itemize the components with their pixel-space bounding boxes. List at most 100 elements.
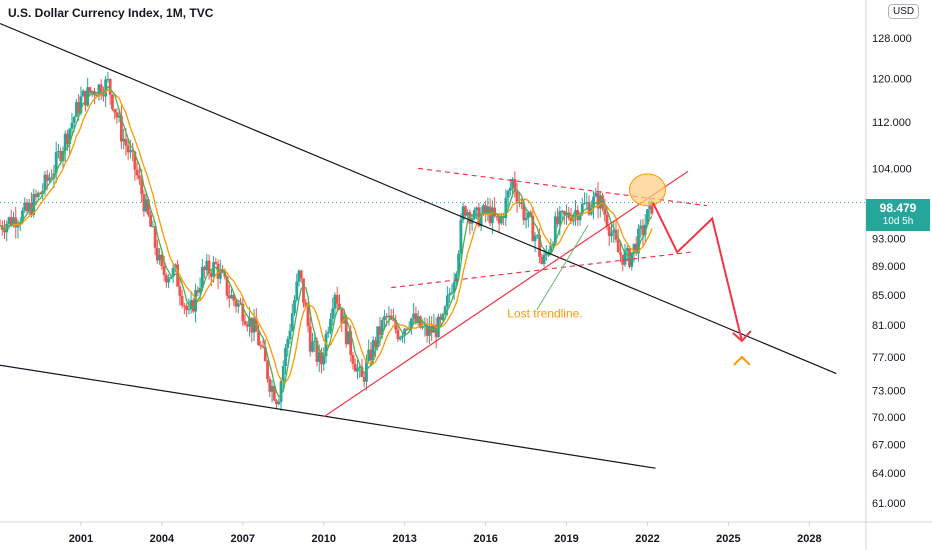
candle-body — [333, 294, 337, 309]
candle-body — [347, 331, 350, 345]
candle-body — [349, 331, 353, 355]
candle-body — [9, 217, 13, 226]
candle-body — [214, 261, 218, 264]
candle-body — [362, 376, 366, 382]
candle-body — [531, 215, 535, 242]
annotation-text: Lost trendline. — [507, 307, 582, 321]
candle-body — [637, 228, 640, 254]
candle-body — [120, 115, 123, 142]
y-tick-label: 85.000 — [872, 290, 906, 302]
price-badge-countdown: 10d 5h — [882, 216, 914, 227]
candle-body — [50, 177, 54, 179]
x-tick-label: 2004 — [150, 533, 175, 545]
candle-body — [104, 79, 108, 97]
candle-body — [115, 112, 119, 118]
candle-body — [36, 192, 40, 198]
candle-body — [443, 306, 447, 315]
candle-body — [257, 331, 260, 346]
candle-body — [59, 150, 63, 162]
y-tick-label: 70.000 — [872, 412, 906, 424]
candle-body — [551, 243, 555, 246]
candle-body — [468, 212, 472, 224]
candle-body — [650, 201, 654, 214]
candle-body — [122, 138, 126, 142]
candle-body — [155, 247, 159, 261]
candle-body — [632, 243, 636, 253]
candle-body — [522, 204, 526, 221]
candle-body — [270, 385, 274, 392]
candle-body — [623, 250, 627, 265]
candle-body — [601, 195, 604, 209]
candle-body — [410, 318, 413, 328]
candle-body — [3, 229, 6, 233]
candle-body — [506, 190, 510, 198]
candle-body — [306, 306, 310, 327]
candle-body — [423, 325, 427, 327]
candle-body — [279, 381, 283, 402]
candle-body — [164, 275, 168, 283]
candle-body — [454, 273, 458, 282]
candle-body — [191, 300, 195, 312]
candle-body — [607, 226, 611, 237]
candle-body — [329, 318, 332, 332]
candle-body — [553, 216, 557, 244]
candle-body — [445, 295, 449, 307]
highlight-ellipse — [628, 173, 666, 207]
candle-body — [108, 79, 112, 95]
candle-body — [580, 203, 584, 214]
moving-averages — [0, 85, 653, 398]
candle-body — [158, 254, 162, 261]
candle-body — [315, 340, 319, 362]
candle-body — [23, 202, 27, 211]
candle-body — [540, 256, 544, 265]
lower-descending-trendline — [0, 364, 656, 469]
price-badge: 98.479 10d 5h — [866, 199, 930, 231]
x-tick-label: 2019 — [554, 533, 578, 545]
candle-body — [162, 265, 166, 276]
candle-body — [490, 207, 494, 224]
candle-body — [592, 196, 595, 209]
candle-body — [212, 261, 215, 277]
candle-body — [34, 194, 38, 198]
candle-body — [326, 331, 330, 334]
candle-body — [405, 328, 409, 330]
candle-body — [43, 174, 47, 191]
candle-body — [320, 352, 323, 365]
candle-body — [185, 305, 188, 311]
y-tick-label: 120.000 — [872, 74, 912, 86]
candle-body — [297, 270, 301, 282]
candle-body — [140, 179, 144, 195]
candle-body — [225, 276, 229, 296]
candle-body — [621, 254, 625, 265]
candle-body — [128, 150, 132, 153]
candle-body — [88, 87, 92, 93]
candle-body — [131, 150, 135, 152]
candle-body — [284, 347, 287, 367]
x-tick-label: 2028 — [797, 533, 821, 545]
candle-body — [401, 335, 404, 338]
candle-body — [583, 202, 586, 204]
candle-body — [475, 207, 479, 210]
candle-body — [236, 303, 240, 307]
candle-body — [230, 294, 233, 299]
candle-body — [153, 226, 157, 248]
candle-body — [574, 210, 577, 215]
annotation-pointer — [536, 224, 589, 311]
candle-body — [322, 356, 326, 365]
currency-button[interactable]: USD — [888, 4, 920, 19]
y-tick-label: 112.000 — [872, 117, 911, 129]
candle-body — [383, 316, 386, 321]
candle-body — [513, 179, 517, 192]
candle-body — [457, 253, 461, 274]
y-tick-label: 89.000 — [872, 261, 906, 273]
candle-body — [524, 217, 528, 221]
candle-body — [169, 276, 173, 279]
x-tick-label: 2010 — [311, 533, 335, 545]
candle-body — [160, 254, 164, 266]
candle-body — [272, 385, 276, 401]
candle-body — [428, 325, 431, 336]
candle-body — [520, 202, 523, 205]
candle-body — [367, 349, 371, 361]
candle-body — [313, 340, 317, 342]
